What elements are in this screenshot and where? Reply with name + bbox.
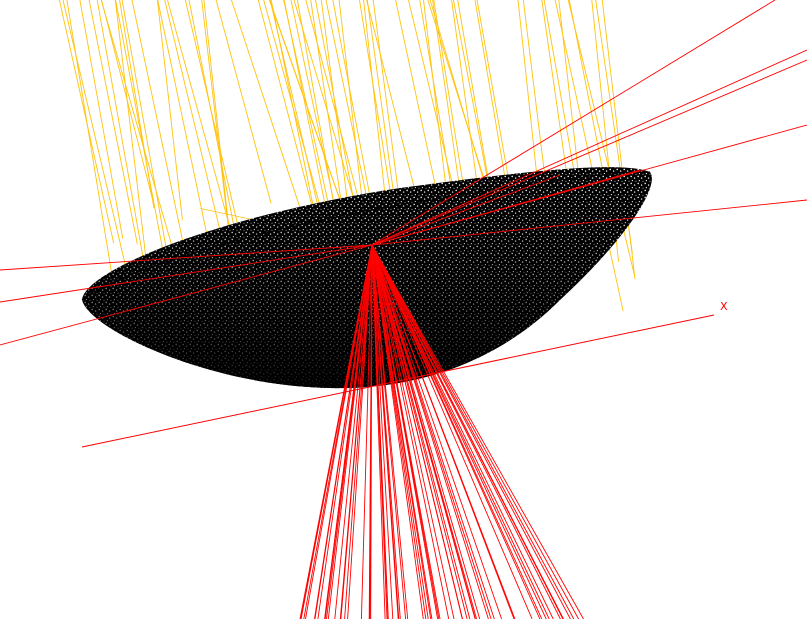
reflected-ray [334,244,373,619]
reflected-ray [371,244,424,619]
reflected-ray [371,244,492,619]
incident-ray [157,0,211,251]
reflected-ray [371,244,554,619]
reflected-ray [303,244,373,619]
incident-ray [230,0,301,210]
incident-ray [601,0,636,280]
optical-axis: X [81,300,728,448]
reflected-ray [344,244,373,619]
incident-ray [325,0,370,208]
reflected-ray [371,244,561,619]
reflected-ray [371,244,471,619]
reflected-ray [371,244,550,619]
reflected-ray [327,244,373,619]
reflected-ray [371,244,450,619]
reflected-ray [371,244,476,619]
reflected-ray [0,244,373,346]
incident-ray [395,0,442,211]
reflected-ray [371,244,400,619]
reflected-ray [300,244,373,619]
reflected-ray [314,244,373,619]
reflected-ray [371,169,641,246]
reflected-ray [371,244,571,619]
incident-ray [96,0,153,306]
incident-ray [215,0,272,204]
reflected-ray [371,244,564,619]
reflected-ray [371,244,386,619]
axis-label-x: X [720,300,728,313]
reflected-ray [371,244,440,619]
reflected-ray [371,244,394,619]
reflected-ray [371,0,776,246]
reflected-ray [371,244,481,619]
incident-ray [88,0,138,245]
reflected-ray [371,244,503,619]
incident-ray [100,0,175,254]
reflected-ray [371,244,455,619]
mirror-rim [81,171,651,301]
optical-axis-line [81,314,715,448]
reflected-ray [371,59,807,246]
reflected-ray [371,244,543,619]
reflected-ray [371,244,579,619]
reflected-ray [324,244,373,619]
incident-ray [121,0,169,258]
incident-ray [320,0,350,211]
reflected-ray [369,244,373,619]
reflected-ray [371,244,547,619]
reflected-ray [371,244,463,619]
incident-ray [263,0,329,235]
reflected-ray [371,244,515,619]
incident-ray [408,0,459,210]
reflected-ray [371,244,407,619]
reflected-ray [371,244,432,619]
reflected-ray [371,244,495,619]
reflected-ray [371,49,807,246]
reflected-ray [371,174,561,246]
incident-ray [293,0,360,216]
reflected-ray [371,244,389,619]
incident-ray [131,0,193,285]
reflected-ray [347,244,373,619]
incident-ray [257,0,317,223]
incident-ray [66,0,115,291]
incident-ray [156,0,183,220]
incident-ray [269,0,344,210]
reflected-ray [371,199,807,246]
incident-ray [332,0,373,207]
reflected-ray [0,244,373,303]
incident-ray [188,0,240,254]
reflected-ray [340,244,373,619]
incident-ray [554,0,624,312]
incident-ray [164,0,225,248]
incident-ray [419,0,457,217]
incident-ray [167,0,233,236]
incident-ray [101,0,154,203]
reflected-ray [371,244,533,619]
reflected-ray [0,244,373,271]
reflected-ray [371,244,584,619]
reflected-ray [317,244,373,619]
incident-ray [79,0,124,239]
reflected-ray [360,244,373,619]
reflected-ray [371,244,575,619]
